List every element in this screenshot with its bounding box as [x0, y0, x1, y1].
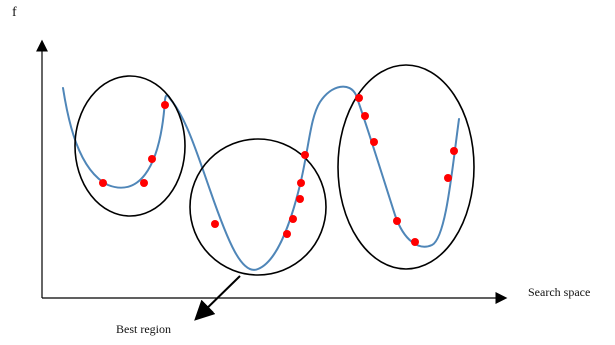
sample-point [161, 101, 169, 109]
sample-point [283, 230, 291, 238]
sample-point [148, 155, 156, 163]
best-region-label: Best region [116, 322, 171, 336]
sample-points [99, 94, 458, 246]
right-region-ellipse [337, 64, 475, 270]
sample-point [301, 151, 309, 159]
sample-point [297, 179, 305, 187]
sample-point [99, 179, 107, 187]
sample-point [211, 220, 219, 228]
middle-region-ellipse [189, 138, 327, 276]
sample-point [411, 238, 419, 246]
left-region-ellipse [74, 75, 186, 217]
sample-point [370, 138, 378, 146]
sample-point [361, 112, 369, 120]
sample-point [450, 147, 458, 155]
y-axis-label: f [12, 5, 17, 20]
sample-point [444, 174, 452, 182]
sample-point [296, 195, 304, 203]
best-region-arrow [194, 275, 241, 321]
sample-point [140, 179, 148, 187]
x-axis-label: Search space [528, 285, 591, 299]
sample-point [393, 217, 401, 225]
sample-point [289, 215, 297, 223]
objective-curve [62, 85, 460, 271]
sample-point [355, 94, 363, 102]
